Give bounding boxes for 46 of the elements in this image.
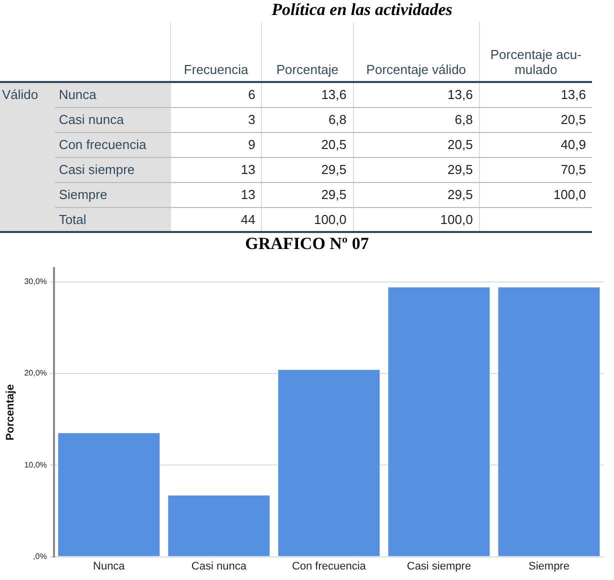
data-label: 20,5 bbox=[262, 132, 354, 157]
data-label: 20,5 bbox=[479, 107, 592, 132]
y-tick-label: ,0% bbox=[33, 552, 47, 562]
data-label: 29,5 bbox=[353, 182, 480, 207]
text: Frecuencia bbox=[170, 22, 262, 82]
category-label: Nunca bbox=[54, 82, 170, 107]
data-label: 9 bbox=[170, 132, 262, 157]
text: Porcentaje acu-mulado bbox=[479, 22, 592, 82]
text: Porcentaje bbox=[262, 22, 354, 82]
data-label: 29,5 bbox=[262, 182, 354, 207]
y-tick-label: 10,0% bbox=[24, 460, 47, 470]
data-label: 13,6 bbox=[262, 82, 354, 107]
data-label: 44 bbox=[170, 207, 262, 232]
data-label: 13 bbox=[170, 182, 262, 207]
x-tick-label: Siempre bbox=[528, 560, 570, 572]
data-label: 100,0 bbox=[262, 207, 354, 232]
data-label: 70,5 bbox=[479, 157, 592, 182]
data-label: 13,6 bbox=[479, 82, 592, 107]
category-label: Siempre bbox=[54, 182, 170, 207]
data-label: 6,8 bbox=[353, 107, 480, 132]
text: Política en las actividades bbox=[270, 0, 454, 21]
category-label: Casi nunca bbox=[54, 107, 170, 132]
data-label: 13 bbox=[170, 157, 262, 182]
data-label: 6 bbox=[170, 82, 262, 107]
y-tick-label: 20,0% bbox=[24, 368, 47, 378]
text: Porcentaje válido bbox=[353, 22, 480, 82]
y-axis-title: Porcentaje bbox=[4, 384, 17, 441]
x-tick-label: Casi siempre bbox=[406, 560, 472, 572]
data-label: 100,0 bbox=[479, 182, 592, 207]
category-label: Total bbox=[54, 207, 170, 232]
text: Válido bbox=[2, 87, 38, 102]
category-label: Con frecuencia bbox=[54, 132, 170, 157]
x-tick-label: Con frecuencia bbox=[292, 560, 367, 572]
data-label: 3 bbox=[170, 107, 262, 132]
y-tick-label: 30,0% bbox=[24, 276, 47, 286]
data-label: 40,9 bbox=[479, 132, 592, 157]
data-label: 100,0 bbox=[353, 207, 480, 232]
data-label: 13,6 bbox=[353, 82, 480, 107]
data-label: 29,5 bbox=[353, 157, 480, 182]
chart-title: GRAFICO Nº 07 bbox=[244, 233, 370, 255]
category-label: Casi siempre bbox=[54, 157, 170, 182]
data-label: 20,5 bbox=[353, 132, 480, 157]
x-tick-label: Nunca bbox=[92, 560, 126, 572]
x-tick-label: Casi nunca bbox=[191, 560, 248, 572]
data-label: 29,5 bbox=[262, 157, 354, 182]
data-label: 6,8 bbox=[262, 107, 354, 132]
